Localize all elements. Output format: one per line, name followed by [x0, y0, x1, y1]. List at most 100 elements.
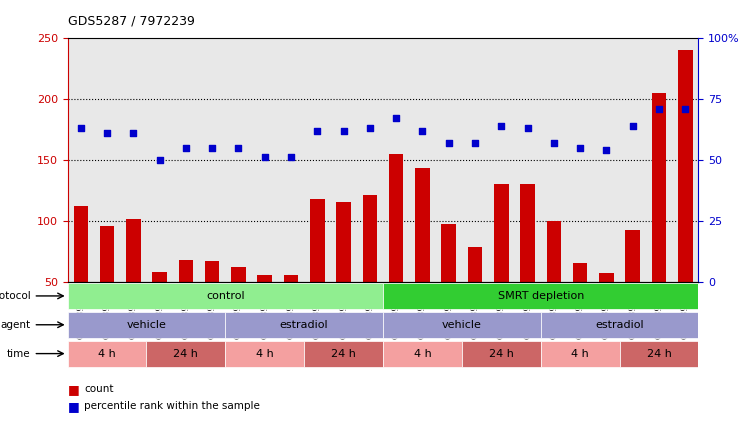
Text: 4 h: 4 h: [98, 349, 116, 359]
Text: SMRT depletion: SMRT depletion: [497, 291, 584, 301]
Bar: [593, 38, 620, 282]
Point: [101, 129, 113, 136]
Bar: [468, 247, 482, 342]
Bar: [357, 38, 383, 282]
Bar: [284, 275, 298, 342]
Bar: [646, 38, 672, 282]
Point: [75, 125, 87, 132]
Bar: [599, 273, 614, 342]
Point: [364, 125, 376, 132]
Point: [180, 144, 192, 151]
Bar: [100, 225, 114, 342]
Text: ■: ■: [68, 383, 80, 396]
Text: protocol: protocol: [0, 291, 31, 301]
Bar: [520, 184, 535, 342]
Bar: [652, 93, 666, 342]
Bar: [126, 220, 140, 342]
Bar: [225, 38, 252, 282]
Text: count: count: [84, 384, 113, 394]
Point: [128, 129, 140, 136]
Bar: [672, 38, 698, 282]
Bar: [336, 202, 351, 342]
Bar: [146, 38, 173, 282]
Bar: [626, 231, 640, 342]
Bar: [304, 38, 330, 282]
Bar: [225, 312, 383, 338]
Bar: [383, 38, 409, 282]
Bar: [179, 260, 193, 342]
Bar: [442, 224, 456, 342]
Point: [258, 154, 271, 161]
Point: [312, 127, 324, 134]
Bar: [620, 38, 646, 282]
Text: agent: agent: [1, 320, 31, 330]
Bar: [436, 38, 462, 282]
Point: [233, 144, 245, 151]
Bar: [494, 184, 508, 342]
Point: [653, 105, 665, 112]
Text: 4 h: 4 h: [414, 349, 431, 359]
Point: [285, 154, 297, 161]
Bar: [547, 221, 561, 342]
Point: [416, 127, 428, 134]
Bar: [225, 341, 304, 367]
Bar: [567, 38, 593, 282]
Bar: [278, 38, 304, 282]
Bar: [74, 206, 88, 342]
Bar: [573, 263, 587, 342]
Text: estradiol: estradiol: [280, 320, 328, 330]
Text: control: control: [206, 291, 245, 301]
Point: [154, 157, 166, 163]
Bar: [620, 341, 698, 367]
Text: vehicle: vehicle: [442, 320, 482, 330]
Bar: [389, 154, 403, 342]
Point: [391, 115, 403, 122]
Text: 4 h: 4 h: [572, 349, 589, 359]
Text: ■: ■: [68, 400, 80, 412]
Bar: [258, 275, 272, 342]
Bar: [488, 38, 514, 282]
Bar: [514, 38, 541, 282]
Text: 24 h: 24 h: [173, 349, 198, 359]
Bar: [173, 38, 199, 282]
Bar: [94, 38, 120, 282]
Text: 24 h: 24 h: [647, 349, 671, 359]
Text: vehicle: vehicle: [126, 320, 167, 330]
Text: 24 h: 24 h: [489, 349, 514, 359]
Bar: [304, 341, 383, 367]
Bar: [68, 283, 383, 309]
Bar: [146, 341, 225, 367]
Bar: [678, 50, 692, 342]
Point: [679, 105, 691, 112]
Bar: [383, 312, 541, 338]
Bar: [541, 341, 620, 367]
Bar: [252, 38, 278, 282]
Bar: [199, 38, 225, 282]
Text: percentile rank within the sample: percentile rank within the sample: [84, 401, 260, 411]
Bar: [205, 261, 219, 342]
Bar: [68, 341, 146, 367]
Point: [496, 122, 508, 129]
Point: [469, 139, 481, 146]
Bar: [383, 283, 698, 309]
Bar: [462, 341, 541, 367]
Bar: [462, 38, 488, 282]
Point: [626, 122, 638, 129]
Point: [443, 139, 455, 146]
Point: [548, 139, 560, 146]
Bar: [310, 199, 324, 342]
Point: [338, 127, 350, 134]
Point: [575, 144, 587, 151]
Bar: [152, 272, 167, 342]
Bar: [383, 341, 462, 367]
Bar: [363, 195, 377, 342]
Text: GDS5287 / 7972239: GDS5287 / 7972239: [68, 14, 195, 27]
Point: [601, 147, 613, 154]
Bar: [68, 312, 225, 338]
Bar: [541, 38, 567, 282]
Text: 4 h: 4 h: [256, 349, 273, 359]
Bar: [330, 38, 357, 282]
Bar: [68, 38, 94, 282]
Point: [521, 125, 533, 132]
Bar: [409, 38, 436, 282]
